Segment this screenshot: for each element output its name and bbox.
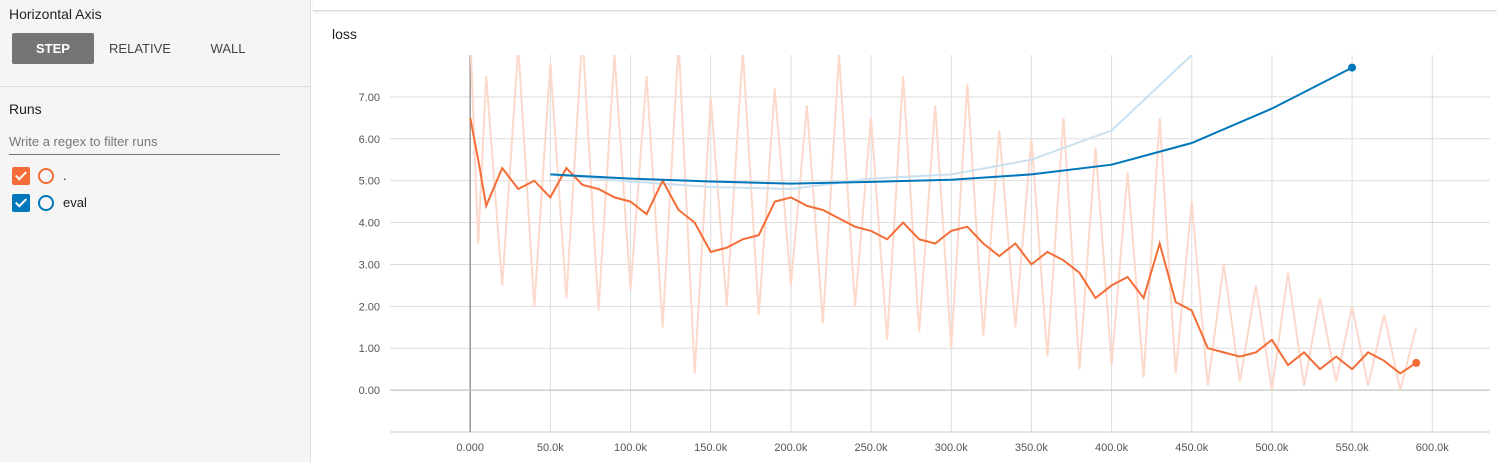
y-tick-label: 6.00 [359, 134, 380, 146]
x-tick-label: 600.0k [1416, 442, 1450, 454]
chart: loss 0.00 1.00 2.00 3.00 4.00 5.00 6.00 7.00 0.0… [332, 26, 1490, 454]
y-tick-label: 7.00 [359, 92, 380, 104]
run-checkbox[interactable] [12, 167, 30, 185]
x-tick-label: 100.0k [614, 442, 648, 454]
axis-button[interactable]: STEP [12, 33, 94, 64]
end-point [1348, 63, 1357, 72]
y-tick-label: 5.00 [359, 176, 380, 188]
axis-button[interactable]: WALL [210, 41, 246, 56]
y-tick-label: 1.00 [359, 343, 380, 355]
y-tick-label: 3.00 [359, 259, 380, 271]
x-tick-label: 450.0k [1175, 442, 1209, 454]
x-tick-label: 200.0k [774, 442, 808, 454]
y-tick-label: 4.00 [359, 218, 380, 230]
x-tick-label: 0.000 [456, 442, 484, 454]
x-tick-label: 150.0k [694, 442, 728, 454]
x-tick-label: 250.0k [855, 442, 889, 454]
axis-title: Horizontal Axis [9, 6, 102, 22]
x-tick-label: 350.0k [1015, 442, 1049, 454]
runs-title: Runs [9, 101, 42, 117]
x-tick-label: 50.0k [537, 442, 564, 454]
raw-line [469, 55, 1418, 391]
x-tick-label: 300.0k [935, 442, 969, 454]
smoothed-line [550, 66, 1353, 185]
run-checkbox[interactable] [12, 194, 30, 212]
y-tick-label: 2.00 [359, 301, 380, 313]
smoothed-line [469, 117, 1417, 375]
card-top [313, 0, 1497, 11]
run-color[interactable] [38, 168, 54, 184]
series-layer [469, 55, 1421, 391]
raw-line [550, 55, 1194, 191]
filter-input[interactable]: Write a regex to filter runs [9, 134, 280, 155]
axis-button[interactable]: RELATIVE [109, 41, 171, 56]
legend-label: . [63, 168, 67, 183]
run-color[interactable] [38, 195, 54, 211]
end-point [1412, 358, 1421, 367]
chart-title: loss [332, 26, 357, 42]
divider [0, 86, 310, 87]
legend-label: eval [63, 195, 87, 210]
y-tick-label: 0.00 [359, 385, 380, 397]
x-tick-label: 550.0k [1336, 442, 1370, 454]
x-tick-label: 400.0k [1095, 442, 1129, 454]
x-tick-label: 500.0k [1255, 442, 1289, 454]
sidebar: Horizontal Axis STEP RELATIVE WALL Runs … [0, 0, 311, 462]
